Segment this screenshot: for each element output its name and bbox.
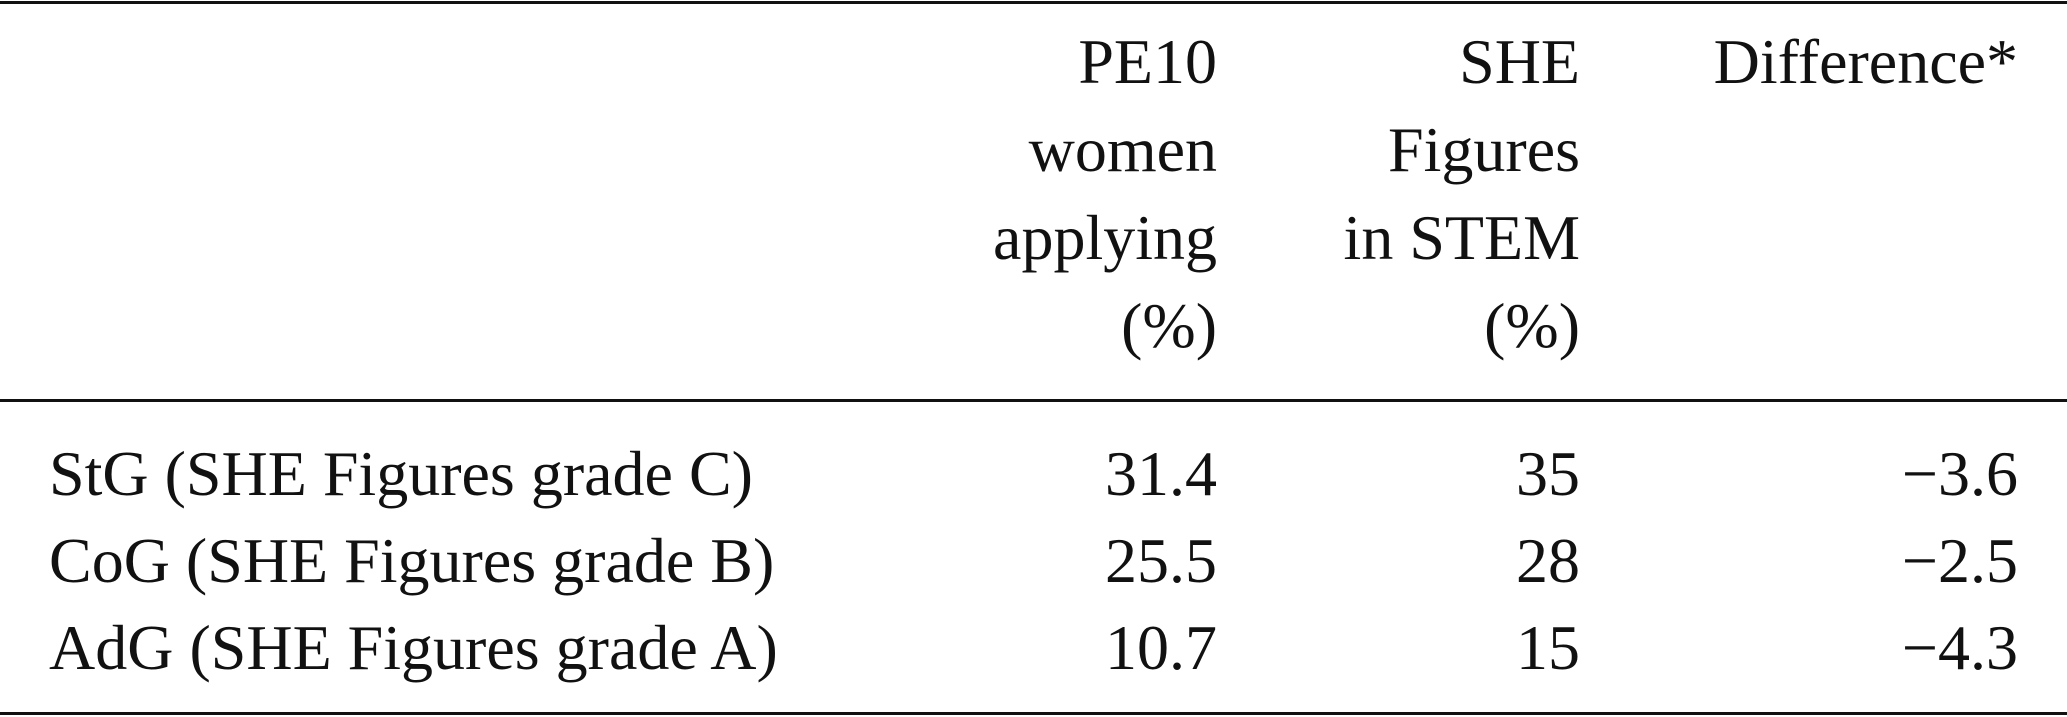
header-cell: Difference*: [1713, 26, 2018, 97]
header-cell: (%): [1484, 290, 1580, 361]
cell: −2.5: [1901, 525, 2018, 596]
row-label: AdG (SHE Figures grade A): [49, 612, 778, 683]
cell: −4.3: [1901, 612, 2018, 683]
header-rule: [0, 399, 2067, 402]
top-rule: [0, 1, 2067, 4]
header-cell: (%): [1121, 290, 1217, 361]
header-cell: applying: [993, 202, 1217, 273]
cell: −3.6: [1901, 438, 2018, 509]
cell: 28: [1516, 525, 1580, 596]
header-cell: in STEM: [1343, 202, 1580, 273]
row-label: CoG (SHE Figures grade B): [49, 525, 775, 596]
cell: 25.5: [1105, 525, 1217, 596]
header-cell: women: [1028, 114, 1217, 185]
header-cell: SHE: [1459, 26, 1580, 97]
row-label: StG (SHE Figures grade C): [49, 438, 753, 509]
cell: 10.7: [1105, 612, 1217, 683]
header-cell: PE10: [1078, 26, 1217, 97]
cell: 15: [1516, 612, 1580, 683]
cell: 31.4: [1105, 438, 1217, 509]
header-cell: Figures: [1388, 114, 1580, 185]
cell: 35: [1516, 438, 1580, 509]
bottom-rule: [0, 712, 2067, 715]
